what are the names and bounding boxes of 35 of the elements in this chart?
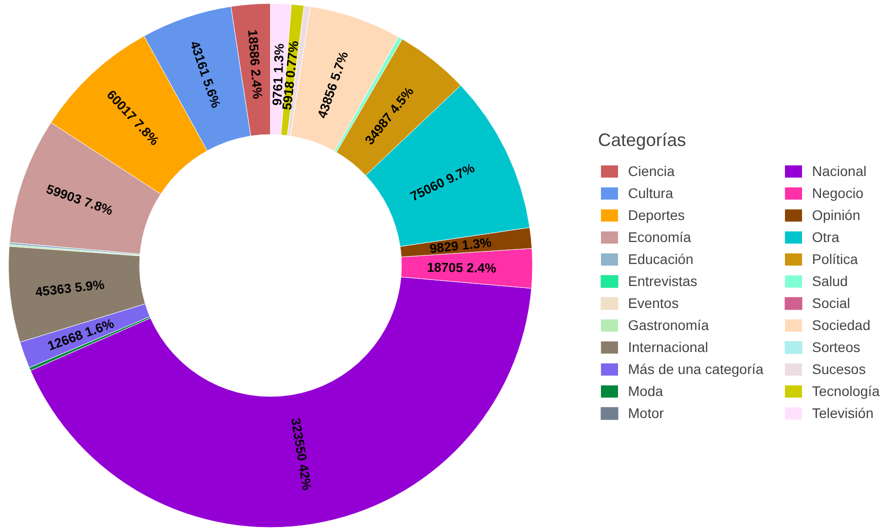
legend-title: Categorías xyxy=(598,130,688,151)
data-label: 18586 2.4% xyxy=(245,29,266,100)
legend-label: Ciencia xyxy=(628,163,675,179)
legend-label: Opinión xyxy=(812,207,860,223)
data-label: 9829 1.3% xyxy=(428,234,493,256)
legend-label: Cultura xyxy=(628,185,674,201)
legend-label: Economía xyxy=(628,229,692,245)
data-label: 12668 1.6% xyxy=(46,315,116,354)
data-label: 323550 42% xyxy=(288,416,315,492)
data-label: 45363 5.9% xyxy=(34,276,106,300)
data-label: 18705 2.4% xyxy=(426,260,497,276)
legend-label: Negocio xyxy=(812,185,864,201)
legend-label: Eventos xyxy=(628,295,679,311)
legend-label: Sorteos xyxy=(812,339,860,355)
legend-label: Gastronomía xyxy=(628,317,709,333)
legend-label: Social xyxy=(812,295,850,311)
legend-label: Nacional xyxy=(812,163,866,179)
legend-label: Televisión xyxy=(812,405,874,421)
legend-label: Otra xyxy=(812,229,840,245)
legend-label: Política xyxy=(812,251,858,267)
legend-label: Educación xyxy=(628,251,694,267)
data-label: 59903 7.8% xyxy=(44,181,116,218)
legend-label: Entrevistas xyxy=(628,273,698,289)
legend-label: Motor xyxy=(628,405,664,421)
data-label: 43856 5.7% xyxy=(314,49,352,120)
legend-label: Sociedad xyxy=(812,317,870,333)
legend-label: Tecnología xyxy=(812,383,880,399)
legend-label: Salud xyxy=(812,273,848,289)
legend-label: Más de una categoría xyxy=(628,361,764,377)
legend-label: Internacional xyxy=(628,339,708,355)
legend-label: Sucesos xyxy=(812,361,866,377)
legend-label: Moda xyxy=(628,383,664,399)
legend-label: Deportes xyxy=(628,207,685,223)
data-label: 75060 9.7% xyxy=(408,160,478,204)
data-label: 43161 5.6% xyxy=(187,39,224,110)
